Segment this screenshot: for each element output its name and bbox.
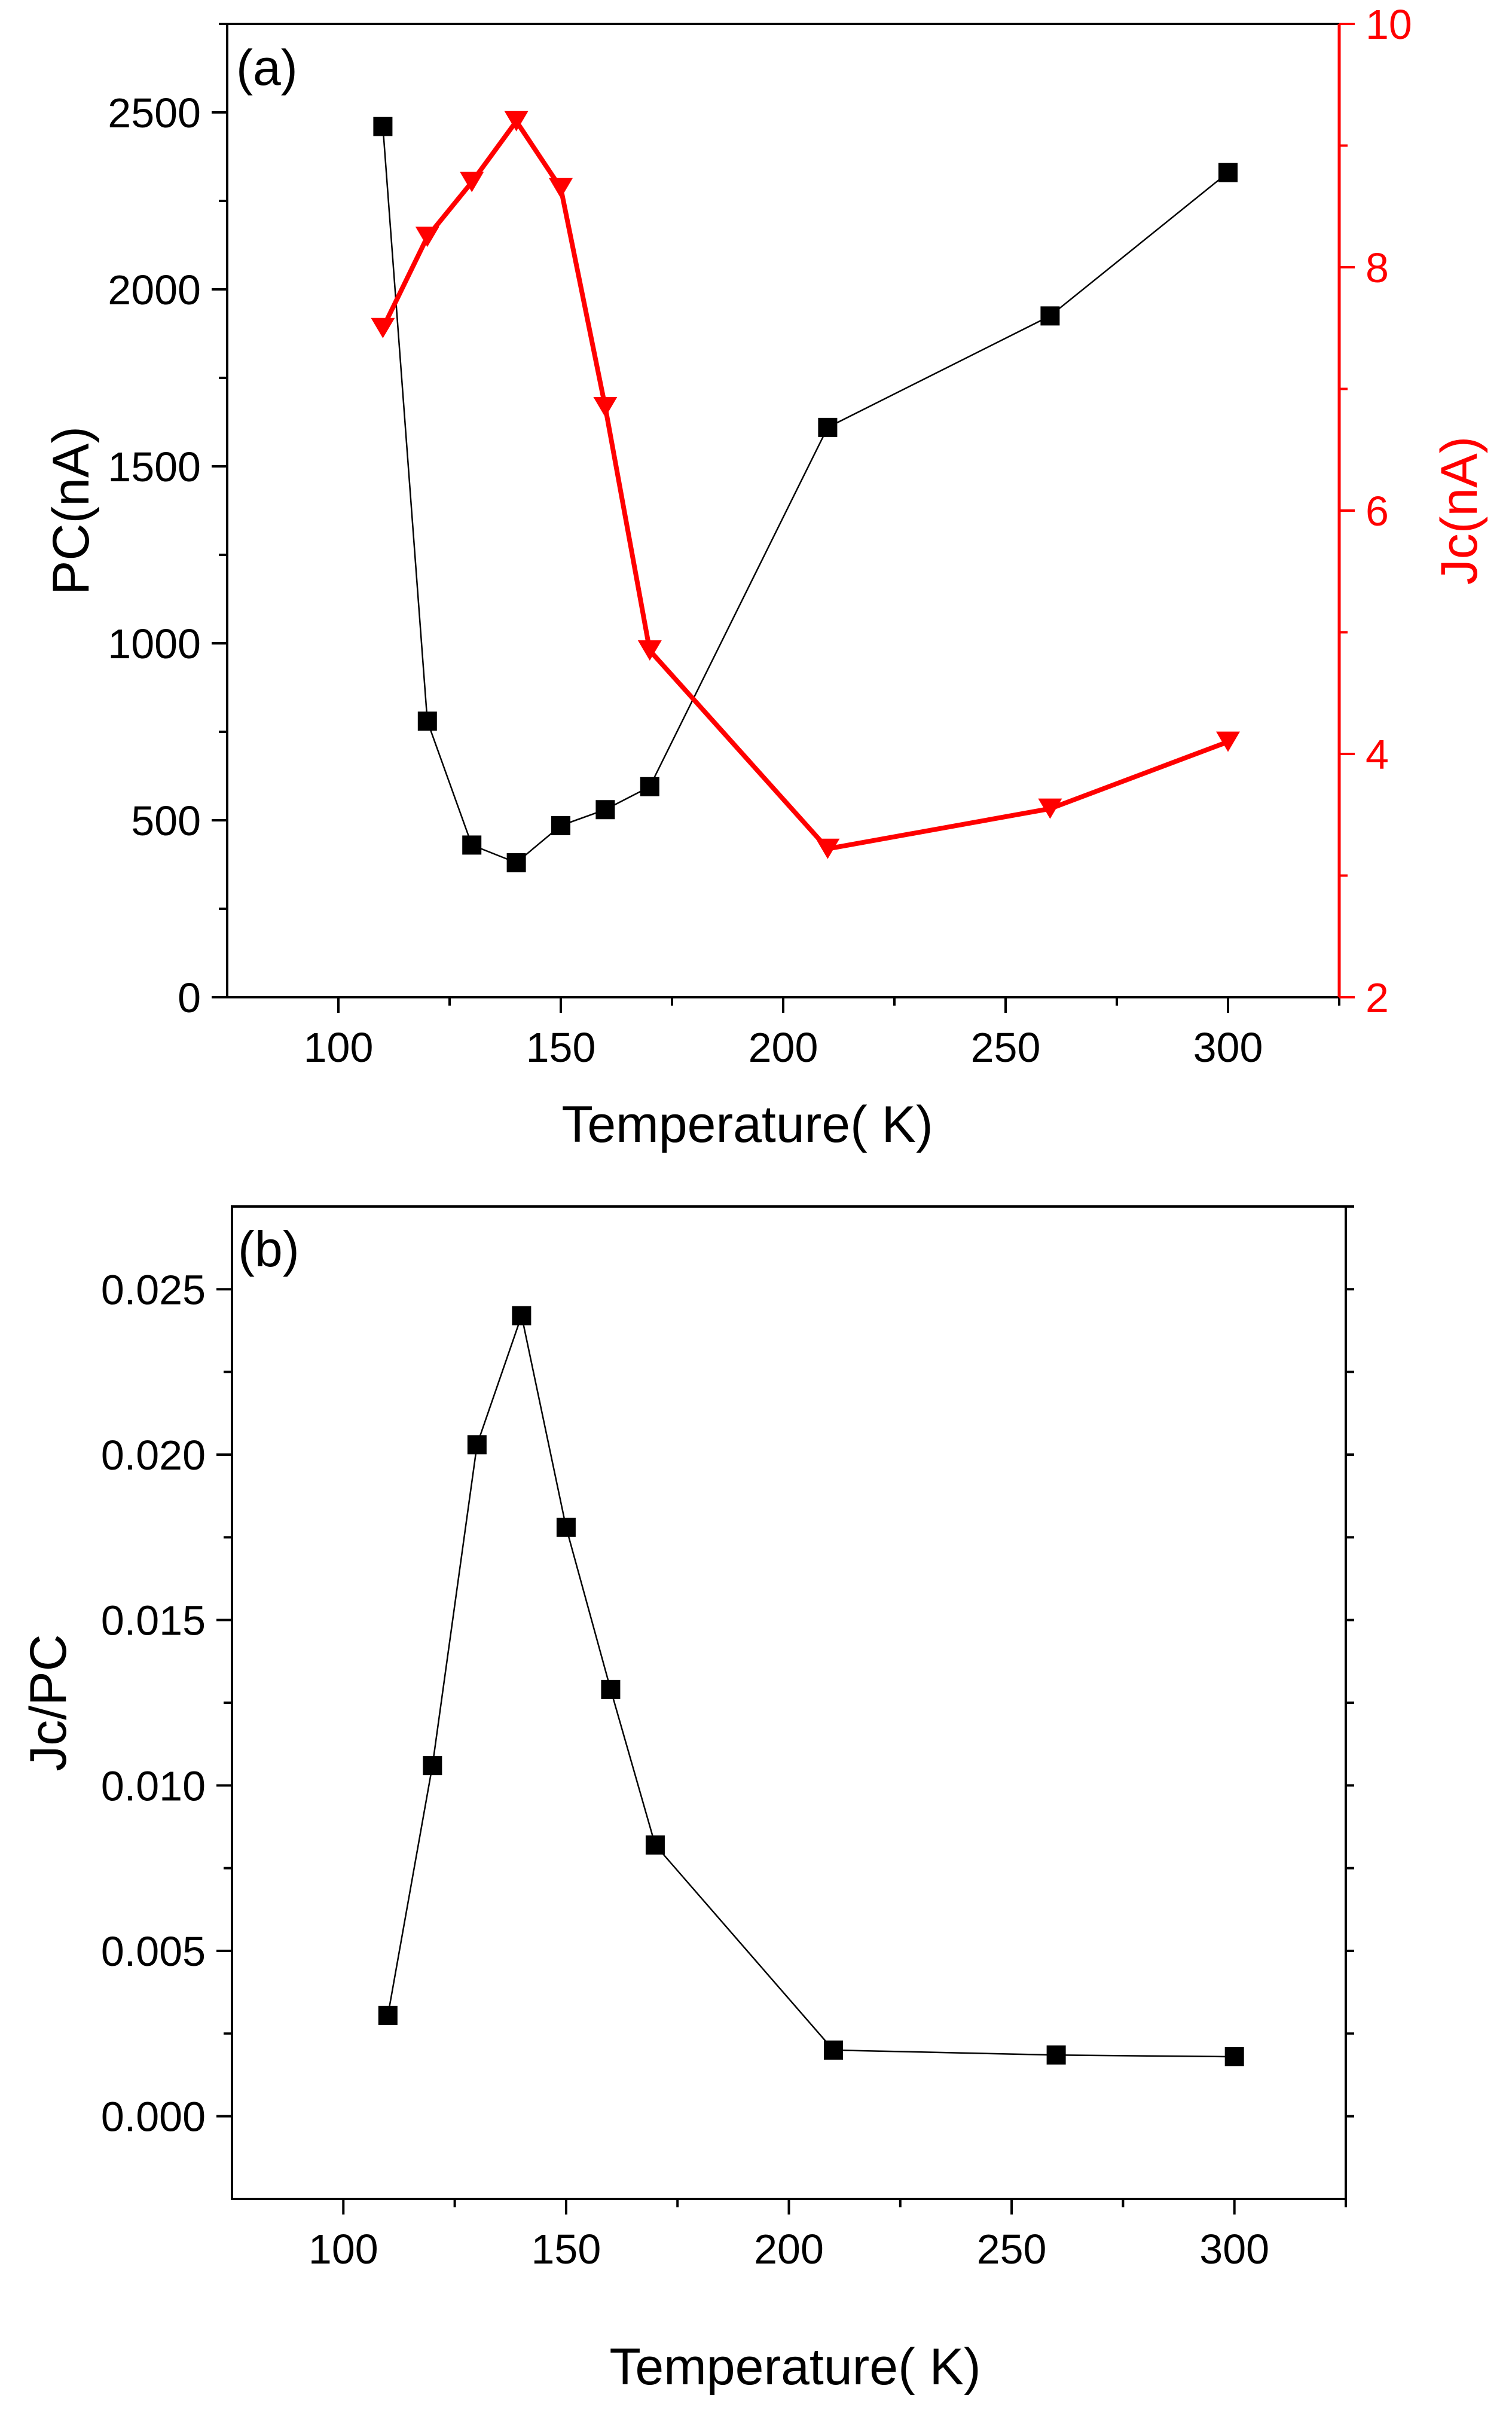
x-axis-title: Temperature( K) [609, 2338, 980, 2396]
series-line-jc [380, 117, 1229, 852]
y-tick-label: 0.000 [101, 2094, 206, 2140]
x-tick-label: 200 [749, 1024, 818, 1071]
x-tick-label: 300 [1193, 1024, 1263, 1071]
x-tick-label: 150 [532, 2226, 601, 2273]
data-point [595, 800, 615, 820]
data-point [504, 111, 529, 132]
data-point [1224, 2047, 1244, 2067]
data-point [506, 853, 526, 873]
series-line-jc-pc [387, 1312, 1235, 2058]
data-point [815, 838, 840, 859]
y-right-tick-label: 4 [1366, 731, 1389, 778]
x-tick-label: 300 [1199, 2226, 1269, 2273]
data-point [373, 117, 393, 136]
data-point [1218, 163, 1238, 182]
series-line-pc [382, 126, 1229, 864]
y-right-tick-label: 10 [1366, 1, 1412, 48]
x-axis-title: Temperature( K) [561, 1096, 933, 1153]
y-tick-label: 0 [178, 975, 201, 1021]
y-right-tick-label: 2 [1366, 975, 1389, 1021]
data-point [423, 1756, 442, 1776]
y-tick-label: 0.020 [101, 1432, 206, 1479]
data-point [640, 777, 659, 796]
data-point [467, 1435, 487, 1455]
y-tick-label: 0.010 [101, 1763, 206, 1809]
y-right-tick-label: 6 [1366, 488, 1389, 534]
x-tick-label: 250 [977, 2226, 1047, 2273]
data-point [637, 640, 662, 661]
panel-label: (a) [236, 39, 298, 96]
y-tick-label: 0.005 [101, 1928, 206, 1975]
axis-ticks: 100 150 200 250 300 0.000 0.005 0.010 0.015 0.020… [101, 1205, 1354, 2273]
y-tick-label: 2500 [108, 90, 201, 136]
data-point [460, 172, 484, 193]
data-point [593, 397, 618, 418]
data-point [462, 835, 482, 855]
data-point [1038, 798, 1062, 819]
data-point [512, 1306, 532, 1325]
data-point [551, 815, 570, 835]
x-tick-label: 100 [308, 2226, 378, 2273]
x-tick-label: 100 [304, 1024, 374, 1071]
data-point [371, 317, 395, 338]
data-point [1040, 306, 1060, 326]
y-axis-title: Jc/PC [20, 1634, 77, 1771]
y-tick-label: 500 [131, 798, 201, 844]
y-tick-label: 0.025 [101, 1266, 206, 1313]
data-point [601, 1679, 621, 1699]
series-layer [378, 1306, 1244, 2067]
data-point [1046, 2045, 1066, 2065]
chart-panel-b: (b) Temperature( K) Jc/PC 100 150 200 250 30… [20, 1205, 1354, 2396]
data-point [415, 227, 439, 248]
x-tick-label: 200 [754, 2226, 824, 2273]
data-point [824, 2041, 844, 2060]
y-right-tick-label: 8 [1366, 245, 1389, 291]
data-point [549, 178, 573, 198]
y-tick-label: 1000 [108, 621, 201, 667]
y-tick-label: 2000 [108, 267, 201, 313]
data-point [818, 417, 838, 437]
series-layer [371, 111, 1240, 873]
x-tick-label: 150 [526, 1024, 596, 1071]
y-tick-label: 0.015 [101, 1598, 206, 1644]
x-tick-label: 250 [971, 1024, 1041, 1071]
data-point [378, 2005, 398, 2025]
y-right-axis-title: Jc(nA) [1431, 436, 1488, 585]
data-point [645, 1835, 665, 1855]
axis-ticks: 100 150 200 250 300 0 500 1000 1500 2000 2500 2 4 6 8 1… [108, 1, 1412, 1071]
chart-panel-a: (a) Temperature( K) PC(nA) Jc(nA) 100 150… [42, 1, 1488, 1153]
panel-label: (b) [238, 1221, 300, 1277]
y-tick-label: 1500 [108, 444, 201, 490]
data-point [556, 1517, 576, 1537]
data-point [417, 711, 437, 731]
data-point [1216, 731, 1240, 752]
y-axis-title: PC(nA) [42, 426, 100, 595]
